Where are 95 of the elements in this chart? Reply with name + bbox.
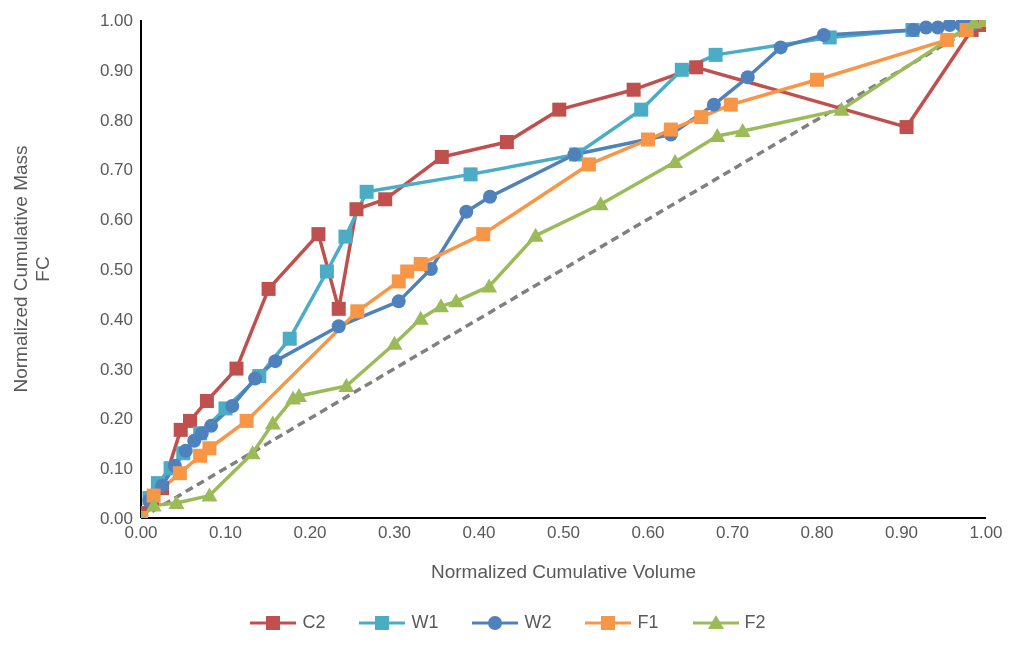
point [378, 192, 393, 207]
point [413, 257, 428, 272]
y-tick-label: 0.60 [99, 210, 133, 230]
point [674, 62, 689, 77]
legend-label: C2 [302, 612, 326, 633]
point [706, 97, 721, 112]
x-tick-label: 0.20 [293, 523, 327, 543]
point [172, 466, 187, 481]
point [919, 20, 934, 35]
legend-label: W2 [524, 612, 552, 633]
point [319, 264, 334, 279]
point [359, 184, 374, 199]
point [349, 202, 364, 217]
x-tick-label: 0.30 [377, 523, 412, 543]
point [481, 278, 498, 293]
y-tick-label: 0.70 [99, 160, 133, 180]
point [942, 20, 957, 32]
x-tick-label: 0.40 [462, 523, 496, 543]
point [448, 293, 465, 308]
point [432, 298, 449, 313]
point [282, 331, 297, 346]
point [331, 319, 346, 334]
point [527, 227, 544, 242]
legend-label: F2 [744, 612, 766, 633]
point [225, 398, 240, 413]
point [810, 72, 824, 87]
point [459, 204, 474, 219]
point [145, 497, 162, 512]
point [386, 335, 403, 350]
x-tick-label: 0.80 [800, 523, 834, 543]
point [709, 128, 726, 143]
point [899, 120, 914, 135]
point [202, 441, 217, 456]
y-tick-label: 0.10 [99, 459, 133, 479]
y-tick-label: 1.00 [99, 11, 133, 31]
point [476, 227, 491, 242]
point [641, 132, 655, 147]
point [201, 487, 218, 502]
point [204, 418, 219, 433]
point [930, 20, 945, 35]
point [626, 82, 641, 97]
x-tick-label: 1.00 [969, 523, 1003, 543]
point [338, 229, 353, 244]
point [391, 294, 406, 309]
point [499, 135, 514, 150]
point [816, 27, 831, 42]
point [581, 157, 596, 172]
point [338, 378, 355, 393]
point [268, 354, 283, 369]
y-axis-title: Normalized Cumulative Mass FC [10, 145, 53, 393]
point [434, 149, 449, 164]
y-tick-label: 0.40 [99, 309, 133, 329]
x-tick-label: 0.70 [715, 523, 750, 543]
point [482, 189, 497, 204]
point [694, 110, 709, 125]
point [199, 393, 214, 408]
point [400, 264, 415, 279]
point [773, 40, 788, 55]
point [463, 167, 478, 182]
point [689, 60, 704, 75]
y-tick-label: 0.50 [99, 260, 133, 280]
point [940, 32, 955, 47]
x-tick-label: 0.10 [208, 523, 243, 543]
point [168, 495, 185, 510]
point [552, 102, 567, 117]
point [248, 371, 263, 386]
point [239, 413, 254, 428]
point [592, 196, 609, 211]
point [264, 415, 281, 430]
x-axis-title: Normalized Cumulative Volume [430, 561, 697, 582]
legend-label: F1 [637, 612, 659, 633]
point [667, 153, 684, 168]
point [833, 101, 850, 116]
x-tick-label: 0.60 [631, 523, 665, 543]
point [663, 122, 678, 137]
point [734, 123, 751, 138]
point [229, 361, 244, 376]
point [350, 304, 365, 319]
point [740, 70, 755, 85]
y-tick-label: 0.30 [99, 359, 133, 379]
legend-label: W1 [411, 612, 439, 633]
point [183, 413, 198, 428]
point [708, 47, 723, 62]
point [723, 97, 738, 112]
point [261, 281, 276, 296]
point [311, 227, 326, 242]
point [244, 445, 261, 460]
point [412, 310, 429, 325]
x-tick-label: 0.90 [884, 523, 919, 543]
point [331, 301, 346, 316]
y-tick-label: 0.80 [99, 110, 133, 130]
x-tick-label: 0.50 [546, 523, 581, 543]
y-tick-label: 0.90 [99, 60, 133, 80]
point [634, 102, 649, 117]
y-tick-label: 0.20 [99, 409, 133, 429]
